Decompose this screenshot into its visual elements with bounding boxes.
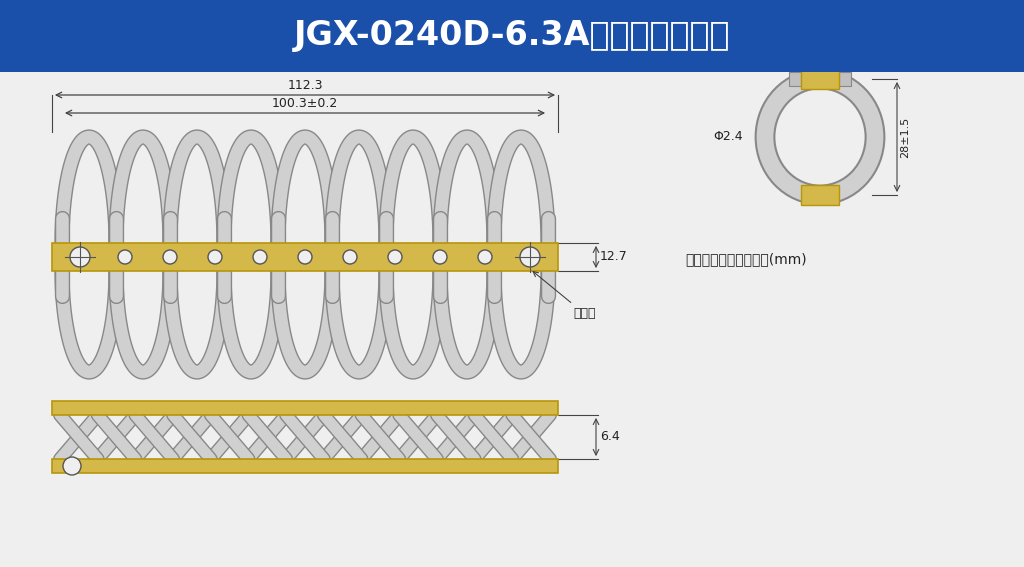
Text: 28±1.5: 28±1.5 — [900, 116, 910, 158]
Bar — [52, 243, 558, 271]
Text: 112.3: 112.3 — [288, 79, 323, 92]
Text: 33: 33 — [812, 35, 827, 48]
Text: 安装孔: 安装孔 — [534, 272, 596, 320]
Circle shape — [343, 250, 357, 264]
Circle shape — [63, 457, 81, 475]
Text: JGX-0240D-6.3A产品结构示意图: JGX-0240D-6.3A产品结构示意图 — [294, 19, 730, 53]
Circle shape — [520, 247, 540, 267]
Bar — [790, 72, 801, 86]
Circle shape — [388, 250, 402, 264]
Circle shape — [70, 247, 90, 267]
Bar — [839, 72, 851, 86]
Bar — [801, 185, 839, 205]
Bar — [52, 401, 558, 415]
Text: 注：所有尺寸均为毫米(mm): 注：所有尺寸均为毫米(mm) — [685, 252, 807, 266]
Bar — [0, 0, 1024, 72]
Circle shape — [433, 250, 447, 264]
Circle shape — [163, 250, 177, 264]
Text: 100.3±0.2: 100.3±0.2 — [272, 97, 338, 110]
Text: 12.7: 12.7 — [600, 251, 628, 264]
Text: Φ2.4: Φ2.4 — [713, 130, 742, 143]
Circle shape — [298, 250, 312, 264]
Bar — [52, 459, 558, 473]
Circle shape — [118, 250, 132, 264]
Bar — [801, 69, 839, 89]
Text: 6.4: 6.4 — [600, 430, 620, 443]
Circle shape — [208, 250, 222, 264]
Circle shape — [253, 250, 267, 264]
Circle shape — [478, 250, 492, 264]
